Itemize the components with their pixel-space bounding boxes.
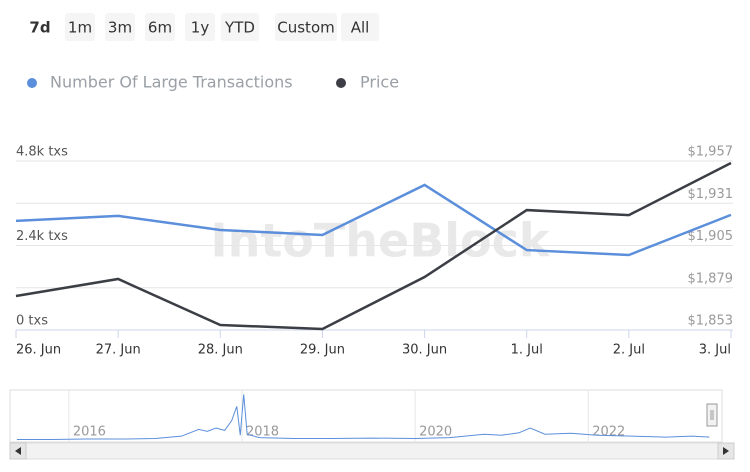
y-tick-label: 2.4k txs [16,229,68,244]
x-tick-label: 27. Jun [96,343,141,358]
legend-marker[interactable] [27,78,37,88]
y2-tick-label: $1,931 [688,187,734,202]
range-button-label[interactable]: YTD [224,19,255,37]
x-tick-label: 26. Jun [16,343,61,358]
legend-label[interactable]: Price [360,73,399,92]
x-tick-label: 1. Jul [511,343,543,358]
navigator-tick-label: 2020 [419,425,452,440]
y2-tick-label: $1,905 [688,229,734,244]
y-tick-label: 0 txs [16,314,48,329]
scrollbar-track [9,442,735,460]
range-button[interactable] [25,13,55,41]
range-button[interactable] [185,13,215,41]
watermark: IntoTheBlock [210,214,550,268]
y-tick-label: 4.8k txs [16,145,68,160]
legend-marker[interactable] [336,78,346,88]
navigator-line [16,394,710,441]
range-button[interactable] [65,13,95,41]
scrollbar-left-arrow [15,447,21,455]
navigator-tick-label: 2016 [73,425,106,440]
legend-label[interactable]: Number Of Large Transactions [50,73,293,92]
x-tick-label: 2. Jul [613,343,645,358]
navigator-frame [9,389,723,443]
range-button-label[interactable]: 6m [148,19,172,37]
x-tick-label: 30. Jun [402,343,447,358]
range-button-label[interactable]: 1m [68,19,92,37]
y2-tick-label: $1,879 [688,271,734,286]
x-tick-label: 29. Jun [300,343,345,358]
range-button[interactable] [221,13,259,41]
range-button-label[interactable]: 1y [191,19,210,37]
range-button-label[interactable]: All [351,19,370,37]
range-button-label[interactable]: 7d [29,19,50,37]
range-button[interactable] [341,13,379,41]
scrollbar-right-arrow [723,447,729,455]
range-button-label[interactable]: 3m [108,19,132,37]
x-tick-label: 3. Jul [699,343,731,358]
range-button[interactable] [105,13,135,41]
range-button[interactable] [145,13,175,41]
range-button-label[interactable]: Custom [277,19,334,37]
navigator-handle[interactable] [706,403,718,427]
series-line [15,161,732,331]
x-tick-label: 28. Jun [198,343,243,358]
y2-tick-label: $1,957 [688,145,734,160]
range-button[interactable] [275,13,337,41]
series-line [15,183,732,257]
y2-tick-label: $1,853 [688,314,734,329]
navigator-tick-label: 2022 [592,425,625,440]
